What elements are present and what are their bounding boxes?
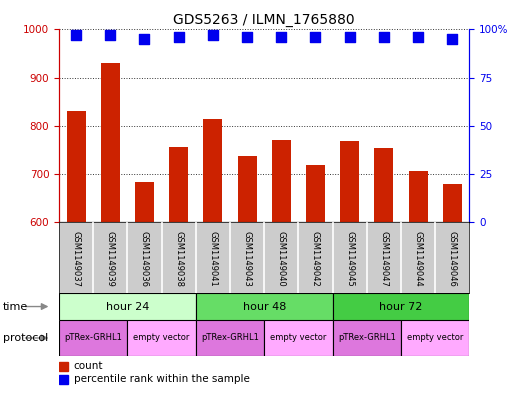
Bar (127, 320, 196, 356)
Bar (59, 362, 68, 371)
Point (141, 36, 149, 42)
Point (72, 32, 80, 39)
Text: percentile rank within the sample: percentile rank within the sample (74, 375, 250, 384)
Bar (59, 320, 127, 356)
Text: GSM1149046: GSM1149046 (448, 231, 457, 286)
Point (174, 34, 183, 40)
Point (448, 36, 457, 42)
Text: empty vector: empty vector (133, 334, 190, 342)
Point (346, 34, 354, 40)
Bar (59, 375, 68, 384)
Bar (196, 320, 264, 356)
Point (277, 34, 285, 40)
Bar (409, 171, 427, 222)
Text: pTRex-GRHL1: pTRex-GRHL1 (64, 334, 122, 342)
Bar (332, 320, 401, 356)
Text: GSM1149040: GSM1149040 (277, 231, 286, 286)
Point (106, 32, 114, 39)
Bar (306, 165, 325, 222)
Bar (401, 320, 469, 356)
Bar (264, 320, 332, 356)
Text: time: time (3, 301, 28, 312)
Text: GSM1149043: GSM1149043 (243, 231, 251, 286)
Text: GSM1149038: GSM1149038 (174, 231, 183, 286)
Bar (101, 63, 120, 222)
Bar (443, 184, 462, 222)
Point (311, 34, 320, 40)
Bar (169, 147, 188, 222)
Text: count: count (74, 361, 103, 371)
Bar (238, 156, 256, 222)
Text: GSM1149044: GSM1149044 (413, 231, 423, 286)
Bar (67, 111, 86, 222)
Text: GSM1149037: GSM1149037 (72, 231, 81, 286)
Text: hour 72: hour 72 (379, 301, 423, 312)
Text: empty vector: empty vector (407, 334, 463, 342)
Text: hour 24: hour 24 (106, 301, 149, 312)
Text: pTRex-GRHL1: pTRex-GRHL1 (201, 334, 259, 342)
Text: hour 48: hour 48 (243, 301, 286, 312)
Point (243, 34, 251, 40)
Text: pTRex-GRHL1: pTRex-GRHL1 (338, 334, 396, 342)
Bar (196, 293, 332, 320)
Bar (204, 119, 222, 222)
Text: GSM1149036: GSM1149036 (140, 231, 149, 286)
Bar (332, 293, 469, 320)
Bar (135, 182, 154, 222)
Text: GSM1149041: GSM1149041 (208, 231, 218, 286)
Bar (374, 148, 393, 222)
Text: GSM1149047: GSM1149047 (380, 231, 388, 286)
Point (414, 34, 422, 40)
Text: protocol: protocol (3, 333, 48, 343)
Text: GSM1149045: GSM1149045 (345, 231, 354, 286)
Bar (272, 140, 291, 222)
Text: empty vector: empty vector (270, 334, 327, 342)
Title: GDS5263 / ILMN_1765880: GDS5263 / ILMN_1765880 (173, 13, 355, 27)
Bar (340, 141, 359, 222)
Text: GSM1149042: GSM1149042 (311, 231, 320, 286)
Bar (59, 293, 196, 320)
Point (209, 32, 217, 39)
Point (380, 34, 388, 40)
Text: GSM1149039: GSM1149039 (106, 231, 115, 286)
